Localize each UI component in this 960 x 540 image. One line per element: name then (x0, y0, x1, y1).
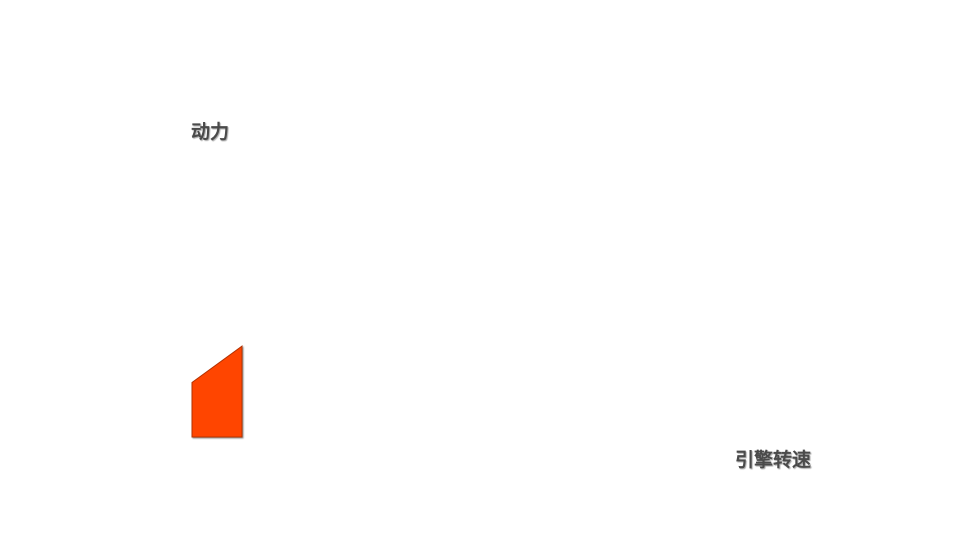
gridlines (192, 150, 347, 342)
area-series-1 (191, 345, 243, 438)
y-axis-title: 动力 (191, 121, 230, 143)
x-axis-title: 引擎转速 (735, 449, 812, 471)
series-layer (191, 345, 243, 438)
